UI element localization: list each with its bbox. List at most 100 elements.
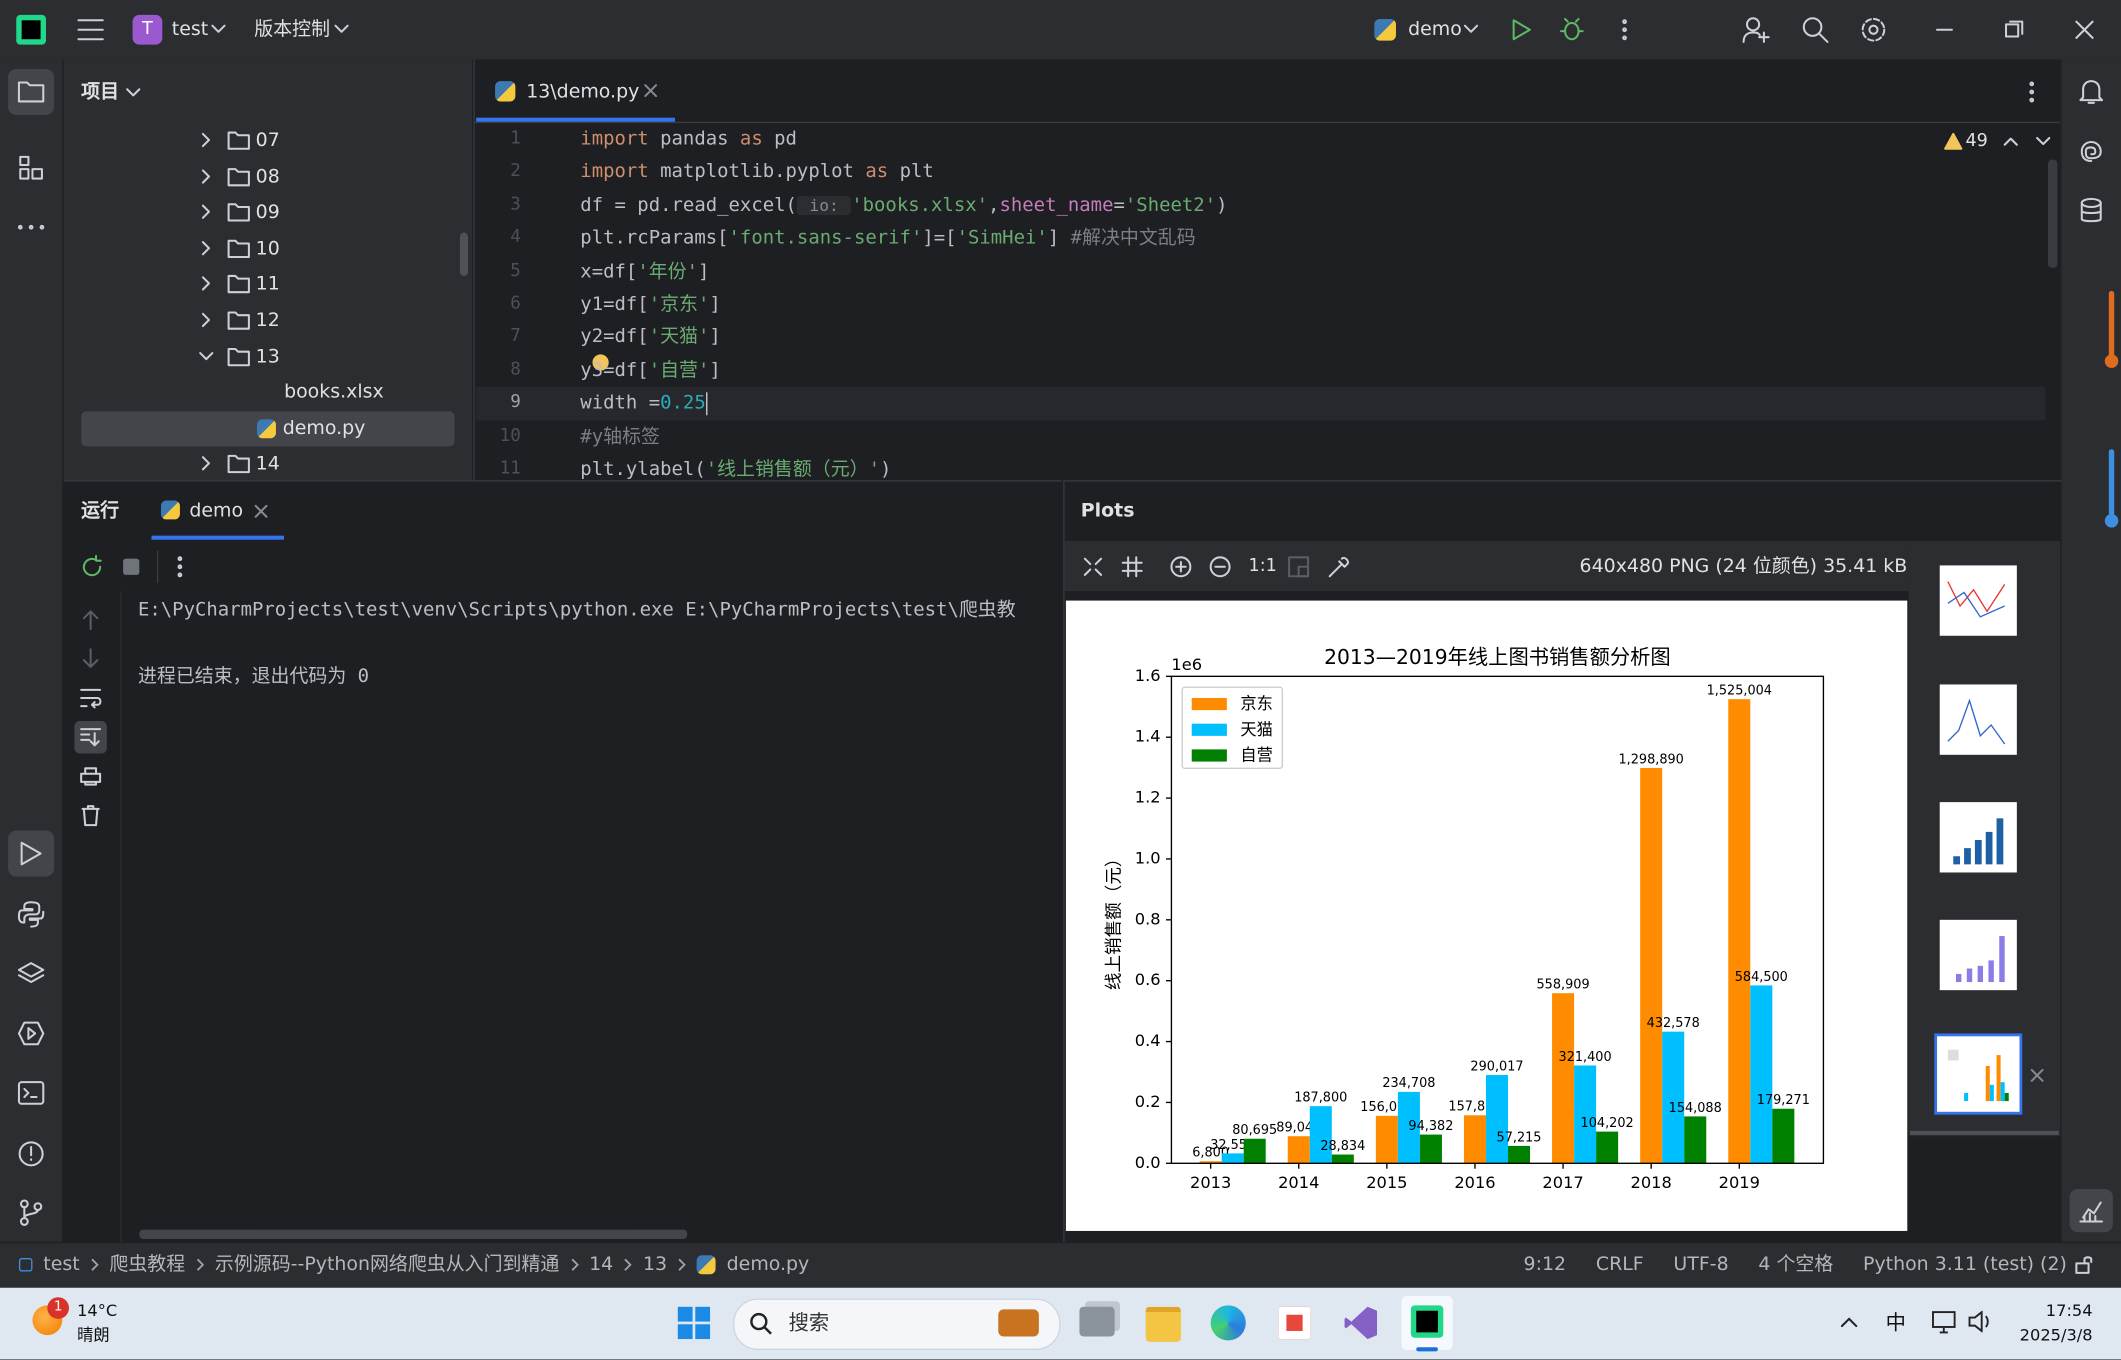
editor-tab[interactable]: 13\demo.py [526,81,640,103]
scroll-up[interactable] [82,610,99,631]
file-explorer[interactable] [1145,1306,1181,1342]
main-menu[interactable] [77,19,104,41]
plots-tool[interactable] [2079,1198,2104,1223]
python-console-tool[interactable] [17,901,45,928]
problems-tool[interactable] [18,1140,45,1167]
scroll-to-end[interactable] [80,728,102,747]
terminal-tool[interactable] [17,1081,45,1105]
stop-button[interactable] [123,558,140,575]
breadcrumb[interactable]: 示例源码--Python网络爬虫从入门到精通 [214,1253,560,1276]
legend-label: 京东 [1240,694,1272,713]
status-item[interactable]: 9:12 [1523,1253,1567,1276]
zoom-out[interactable] [1209,556,1231,578]
folder-icon [227,347,250,366]
services-tool[interactable] [17,1021,45,1046]
volume-icon[interactable] [1968,1310,1992,1333]
color-picker[interactable] [1328,556,1350,578]
layers-tool[interactable] [17,962,45,986]
close-tab[interactable] [254,504,268,518]
next-warning[interactable] [2036,136,2051,146]
store[interactable] [1278,1306,1311,1340]
database-tool[interactable] [2080,197,2102,224]
tree-item[interactable]: books.xlsx [284,381,384,404]
run-tab[interactable]: demo [189,500,244,523]
more-tools[interactable] [17,224,45,230]
vcs-menu[interactable]: 版本控制 [254,18,331,41]
fit-button[interactable] [1083,557,1103,576]
tree-item[interactable]: 07 [255,129,280,152]
tree-item[interactable]: 10 [255,237,280,260]
tree-item[interactable]: 12 [255,309,280,332]
temperature[interactable]: 14°C [77,1301,118,1321]
scroll-down[interactable] [82,648,99,668]
tree-item[interactable]: 14 [255,453,280,476]
thumbnail[interactable] [1939,919,2017,991]
status-item[interactable]: Python 3.11 (test) (2) [1863,1253,2067,1276]
notifications-tool[interactable] [2079,78,2104,105]
zoom-in[interactable] [1170,556,1192,578]
soft-wrap[interactable] [80,688,102,709]
status-item[interactable]: 4 个空格 [1758,1253,1834,1276]
more-button[interactable] [177,556,183,578]
tree-item[interactable]: 13 [255,345,280,368]
task-view[interactable] [1079,1306,1115,1337]
thumbnail[interactable] [1939,565,2017,636]
clear-button[interactable] [81,805,100,827]
thumbnail[interactable] [1939,684,2017,755]
grid-button[interactable] [1121,556,1143,578]
clock-date[interactable]: 2025/3/8 [2019,1325,2093,1345]
add-user-button[interactable] [1742,16,1770,43]
tree-item[interactable]: 09 [255,201,280,224]
tab-menu[interactable] [2029,81,2035,103]
close-thumbnail[interactable] [2030,1068,2044,1082]
structure-tool[interactable] [19,155,43,180]
network-icon[interactable] [1932,1309,1956,1334]
thumbnail[interactable] [1939,802,2017,873]
panel-title[interactable]: 项目 [81,81,120,103]
thumbnail[interactable] [1934,1033,2023,1115]
project-tool[interactable] [17,81,45,103]
value-label: 6,800 [1192,1146,1229,1161]
intention-bulb[interactable] [592,354,609,371]
more-button[interactable] [1622,19,1627,41]
minimize-button[interactable] [1936,28,1953,31]
breadcrumb[interactable]: test [43,1253,80,1276]
tray-expand[interactable] [1840,1317,1858,1327]
print-button[interactable] [80,767,102,786]
project-name[interactable]: test [171,18,209,41]
breadcrumb[interactable]: 爬虫教程 [109,1253,186,1276]
code-area: 1 import pandas as pd 2 import matplotlib.p… [0,0,2056,481]
warning-count[interactable]: 49 [1965,131,1988,152]
clock-time[interactable]: 17:54 [2045,1301,2093,1321]
start-button[interactable] [677,1306,711,1340]
breadcrumb[interactable]: demo.py [726,1253,810,1276]
weather[interactable]: 晴朗 [77,1325,110,1345]
lock-icon[interactable] [2075,1255,2094,1274]
tree-item[interactable]: 11 [255,273,280,296]
debug-button[interactable] [1559,17,1584,42]
status-item[interactable]: CRLF [1595,1253,1644,1276]
restore-button[interactable] [2005,20,2024,38]
settings-button[interactable] [1860,16,1887,43]
edge-browser[interactable] [1210,1305,1246,1341]
close-tab[interactable] [644,84,658,98]
tree-item[interactable]: demo.py [282,417,366,440]
tree-item[interactable]: 08 [255,165,280,188]
actual-size[interactable]: 1:1 [1248,555,1277,577]
search-button[interactable] [1802,16,1829,43]
rerun-button[interactable] [81,554,103,578]
run-button[interactable] [1512,19,1531,41]
breadcrumb[interactable]: 14 [589,1253,614,1276]
input-method[interactable]: 中 [1885,1310,1906,1336]
run-config[interactable]: demo [1408,18,1462,41]
ai-tool[interactable] [2079,139,2103,163]
breadcrumb[interactable]: 13 [643,1253,668,1276]
prev-warning[interactable] [2003,137,2018,146]
visual-studio[interactable] [1343,1305,1378,1340]
close-button[interactable] [2075,20,2094,39]
status-item[interactable]: UTF-8 [1673,1253,1729,1276]
panel-title[interactable]: 运行 [81,500,120,523]
background-button[interactable] [1288,556,1310,578]
git-tool[interactable] [18,1198,45,1226]
run-tool[interactable] [20,841,42,866]
